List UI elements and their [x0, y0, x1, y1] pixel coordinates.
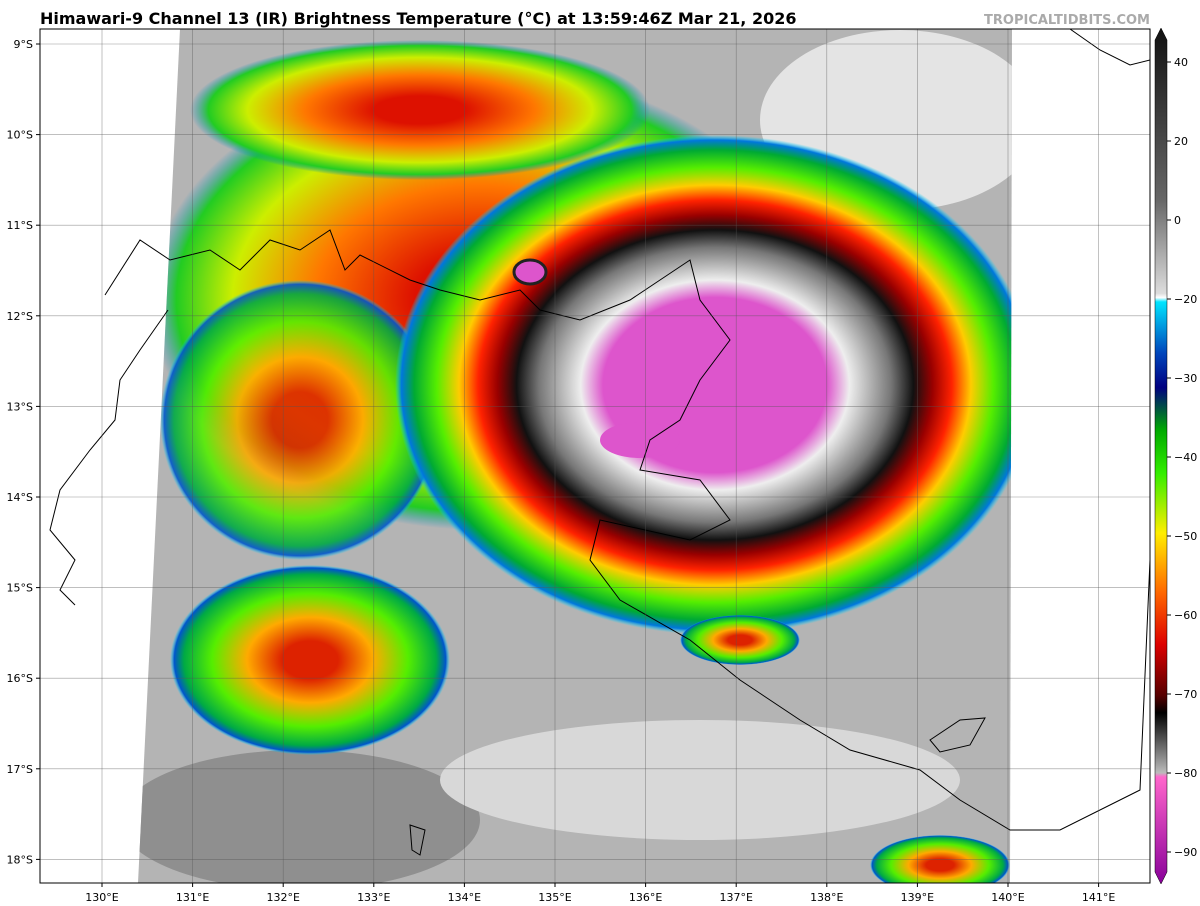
- lat-label: 13°S: [7, 400, 33, 413]
- lat-label: 11°S: [7, 219, 33, 232]
- lon-label: 140°E: [991, 891, 1024, 904]
- lon-label: 141°E: [1082, 891, 1115, 904]
- lat-label: 17°S: [7, 763, 33, 776]
- lon-label: 137°E: [719, 891, 752, 904]
- lat-label: 9°S: [14, 38, 33, 51]
- coastlines: [49, 29, 1150, 856]
- colorbar-label: −90: [1174, 846, 1197, 859]
- lat-label: 15°S: [7, 582, 33, 595]
- credit: TROPICALTIDBITS.COM: [984, 13, 1150, 28]
- lat-label: 14°S: [7, 491, 33, 504]
- colorbar-label: −80: [1174, 767, 1197, 780]
- lat-label: 16°S: [7, 672, 33, 685]
- title: Himawari-9 Channel 13 (IR) Brightness Te…: [40, 9, 796, 28]
- lon-label: 134°E: [448, 891, 481, 904]
- lon-label: 133°E: [357, 891, 390, 904]
- lon-label: 135°E: [538, 891, 571, 904]
- lat-label: 10°S: [7, 129, 33, 142]
- lat-label: 18°S: [7, 853, 33, 866]
- colorbar-label: −30: [1174, 372, 1197, 385]
- colorbar-label: 40: [1174, 56, 1188, 69]
- colorbar: [1154, 27, 1168, 885]
- imagery: [49, 29, 1150, 883]
- colorbar-label: −40: [1174, 451, 1197, 464]
- map-frame: [39, 28, 1151, 884]
- lon-label: 138°E: [810, 891, 843, 904]
- lon-label: 130°E: [85, 891, 118, 904]
- lon-label: 131°E: [176, 891, 209, 904]
- graticule: [40, 29, 1150, 883]
- lon-label: 139°E: [901, 891, 934, 904]
- colorbar-label: −20: [1174, 293, 1197, 306]
- colorbar-label: −70: [1174, 688, 1197, 701]
- colorbar-label: −50: [1174, 530, 1197, 543]
- lat-label: 12°S: [7, 310, 33, 323]
- colorbar-label: −60: [1174, 609, 1197, 622]
- colorbar-label: 0: [1174, 214, 1181, 227]
- lon-label: 132°E: [266, 891, 299, 904]
- colorbar-label: 20: [1174, 135, 1188, 148]
- lon-label: 136°E: [629, 891, 662, 904]
